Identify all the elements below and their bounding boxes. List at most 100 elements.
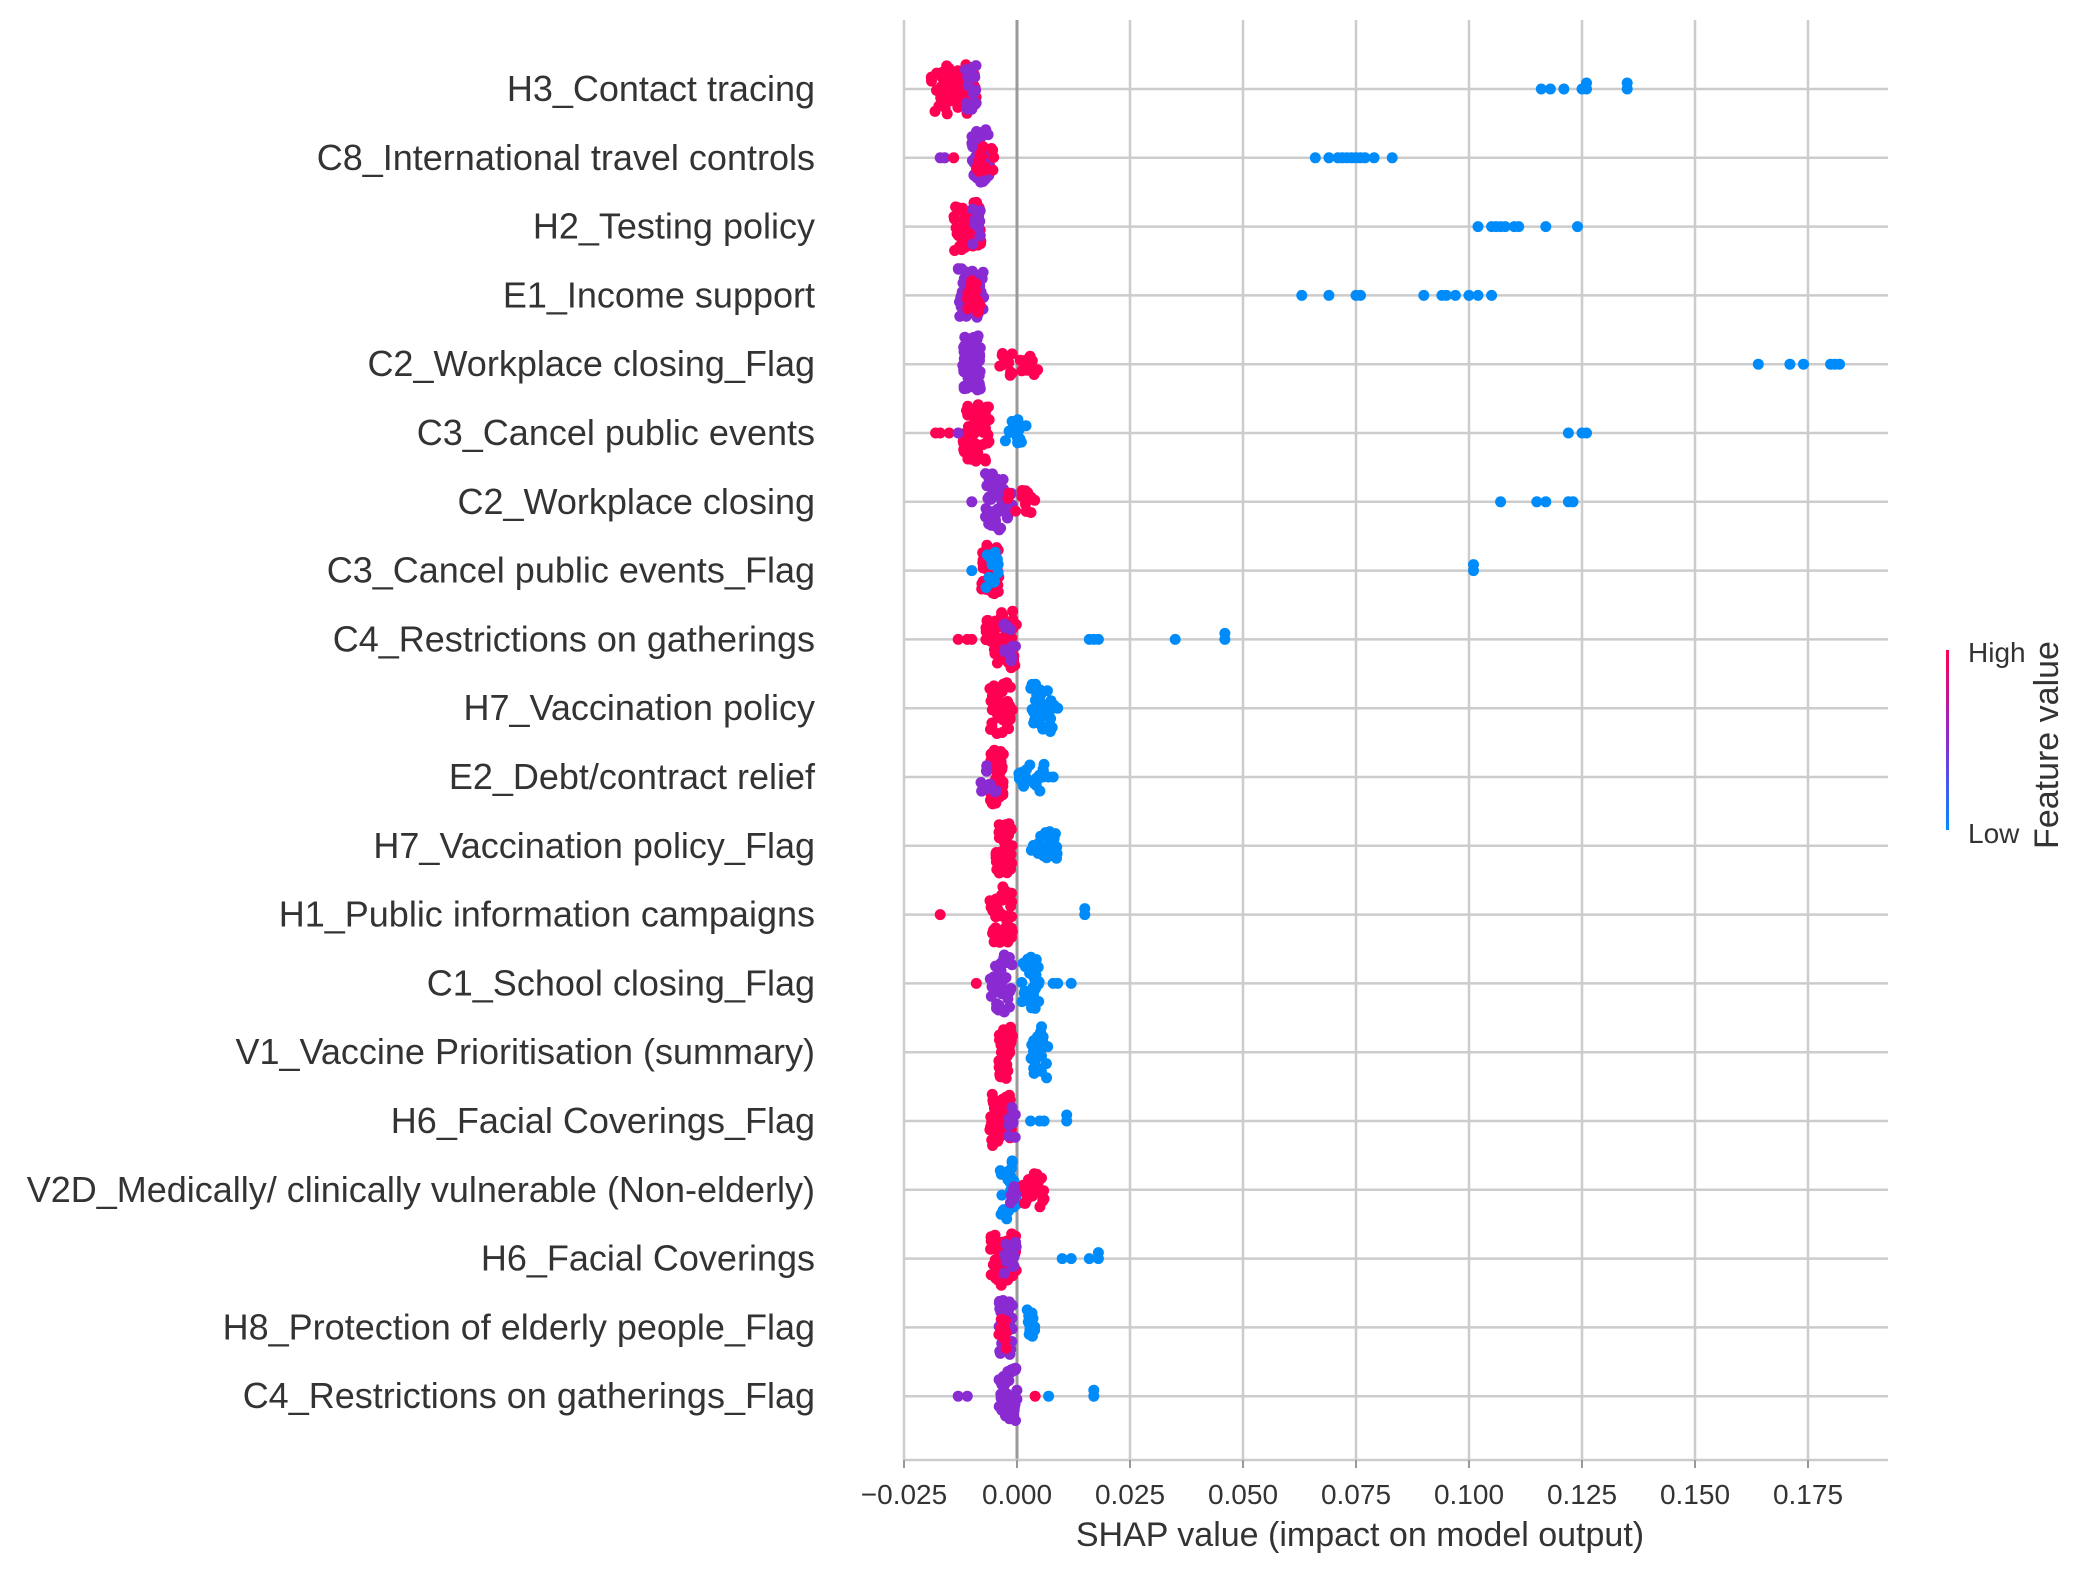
feature-label: E2_Debt/contract relief: [449, 756, 816, 797]
shap-point: [995, 522, 1007, 534]
shap-point: [960, 433, 972, 445]
feature-label: V1_Vaccine Prioritisation (summary): [235, 1031, 815, 1072]
shap-point: [974, 215, 986, 227]
feature-label: H1_Public information campaigns: [279, 894, 815, 935]
shap-point: [985, 723, 996, 735]
shap-point: [929, 105, 941, 117]
shap-point: [975, 132, 986, 144]
shap-point: [1418, 289, 1430, 301]
shap-point: [991, 785, 1002, 797]
shap-point: [962, 303, 974, 315]
shap-point: [1026, 1330, 1038, 1342]
shap-point: [998, 893, 1010, 905]
shap-point: [1449, 289, 1461, 301]
shap-point: [1038, 1115, 1050, 1127]
shap-point: [1034, 1201, 1046, 1213]
shap-point: [999, 435, 1011, 447]
shap-point: [1017, 355, 1029, 367]
shap-point: [939, 152, 951, 164]
shap-point: [970, 285, 982, 297]
shap-point: [1581, 427, 1592, 439]
shap-point: [1001, 508, 1013, 520]
shap-point: [931, 67, 943, 79]
shap-point: [995, 1208, 1007, 1220]
shap-point: [1092, 1247, 1104, 1259]
shap-point: [1001, 679, 1013, 691]
shap-point: [960, 64, 971, 76]
shap-point: [983, 518, 995, 530]
shap-point: [1468, 559, 1479, 571]
feature-label: H7_Vaccination policy: [463, 687, 815, 728]
feature-label: H7_Vaccination policy_Flag: [373, 825, 815, 866]
shap-point: [1535, 83, 1547, 95]
shap-point: [1000, 1342, 1012, 1354]
shap-point: [1065, 1253, 1077, 1265]
shap-point: [1000, 840, 1012, 852]
shap-point: [1021, 364, 1033, 376]
shap-point: [937, 95, 949, 107]
shap-point: [1513, 221, 1525, 233]
shap-point: [1042, 1041, 1054, 1053]
shap-point: [1020, 1195, 1032, 1207]
shap-point: [994, 360, 1006, 372]
shap-point: [979, 161, 991, 173]
shap-point: [1036, 1021, 1047, 1033]
shap-point: [981, 760, 993, 772]
shap-point: [974, 148, 986, 160]
shap-point: [967, 238, 979, 250]
shap-point: [970, 162, 982, 174]
shap-point: [1010, 505, 1022, 517]
shap-point: [1020, 505, 1032, 517]
shap-point: [1001, 1050, 1013, 1062]
shap-point: [990, 934, 1002, 946]
shap-point: [997, 860, 1009, 872]
shap-point: [966, 354, 977, 366]
shap-point: [1562, 427, 1574, 439]
shap-point: [1007, 605, 1019, 617]
shap-point: [1011, 1384, 1023, 1396]
shap-point: [971, 378, 983, 390]
shap-point: [970, 84, 982, 96]
shap-point: [1012, 414, 1024, 426]
shap-point: [995, 1392, 1007, 1404]
shap-point: [1006, 704, 1018, 716]
shap-point: [961, 97, 973, 109]
shap-point: [1006, 925, 1018, 937]
dots-layer: [925, 59, 1846, 1426]
shap-point: [996, 727, 1008, 738]
feature-label: C4_Restrictions on gatherings: [333, 618, 815, 659]
shap-point: [958, 206, 970, 218]
shap-point: [1029, 1390, 1041, 1402]
shap-point: [1034, 684, 1046, 696]
shap-point: [1219, 627, 1231, 639]
shap-point: [995, 1313, 1007, 1325]
shap-point: [1006, 367, 1018, 379]
shap-point: [1005, 424, 1017, 436]
feature-labels: H3_Contact tracing C8_International trave…: [27, 68, 816, 1416]
shap-point: [1531, 496, 1543, 508]
shap-point: [1033, 693, 1045, 704]
shap-point: [1355, 289, 1366, 301]
feature-label: H2_Testing policy: [533, 206, 815, 247]
shap-point: [939, 68, 951, 80]
shap-point: [1088, 1384, 1100, 1396]
shap-point: [952, 1390, 964, 1402]
shap-point: [1028, 706, 1039, 718]
shap-point: [993, 1374, 1005, 1386]
shap-point: [965, 364, 977, 376]
shap-point: [998, 1267, 1010, 1279]
shap-point: [1025, 1115, 1037, 1127]
x-axis: −0.025 0.000 0.025 0.050 0.075 0.100 0.125 0.15…: [861, 1458, 1888, 1510]
shap-point: [985, 1269, 997, 1281]
shap-point: [1567, 496, 1579, 508]
shap-point: [1051, 852, 1062, 864]
shap-point: [1000, 622, 1012, 634]
shap-point: [997, 776, 1009, 788]
shap-point: [977, 439, 989, 451]
shap-point: [1572, 221, 1583, 233]
shap-point: [1013, 768, 1025, 780]
shap-point: [1296, 289, 1308, 301]
shap-point: [1010, 1236, 1022, 1248]
shap-point: [1083, 1253, 1095, 1265]
shap-point: [969, 98, 981, 110]
